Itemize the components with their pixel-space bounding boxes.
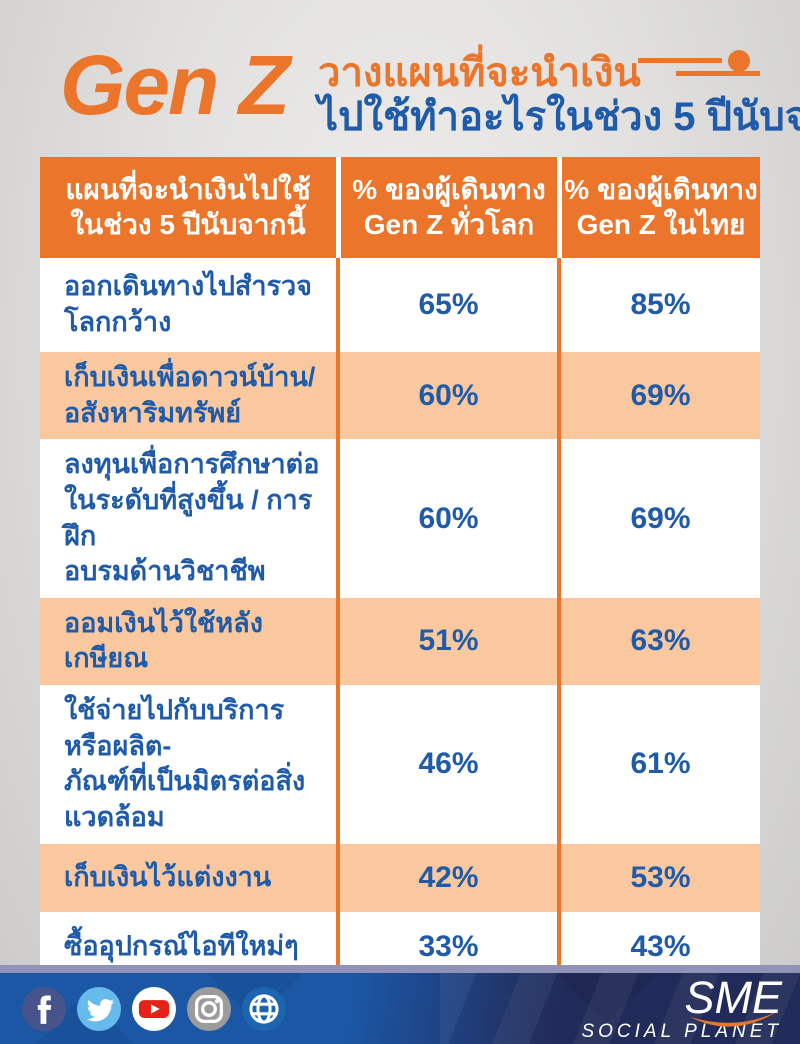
table-row: ใช้จ่ายไปกับบริการหรือผลิต- ภัณฑ์ที่เป็น… xyxy=(40,685,760,844)
footer-lavender-strip xyxy=(0,965,800,973)
plan-cell: ออมเงินไว้ใช้หลังเกษียณ xyxy=(64,607,263,674)
plan-cell: ลงทุนเพื่อการศึกษาต่อ ในระดับที่สูงขึ้น … xyxy=(64,449,320,587)
decor-dash-icon xyxy=(638,58,722,63)
title-line-2: ไปใช้ทำอะไรในช่วง 5 ปีนับจากนี้ xyxy=(318,95,800,139)
header-plan-column: แผนที่จะนำเงินไปใช้ ในช่วง 5 ปีนับจากนี้ xyxy=(65,174,311,240)
table-row: เก็บเงินเพื่อดาวน์บ้าน/ อสังหาริมทรัพย์ … xyxy=(40,352,760,440)
plans-table: แผนที่จะนำเงินไปใช้ ในช่วง 5 ปีนับจากนี้… xyxy=(40,157,760,1044)
global-percent-cell: 51% xyxy=(336,597,557,685)
facebook-icon[interactable] xyxy=(22,987,66,1031)
plan-cell: ออกเดินทางไปสำรวจ โลกกว้าง xyxy=(64,271,312,337)
twitter-icon[interactable] xyxy=(77,987,121,1031)
thailand-percent-cell: 63% xyxy=(557,597,760,685)
thailand-percent-cell: 69% xyxy=(557,439,760,598)
globe-icon[interactable] xyxy=(242,987,286,1031)
plan-cell: เก็บเงินไว้แต่งงาน xyxy=(64,861,272,892)
global-percent-cell: 46% xyxy=(336,685,557,844)
table-row: ลงทุนเพื่อการศึกษาต่อ ในระดับที่สูงขึ้น … xyxy=(40,439,760,598)
thailand-percent-cell: 43% xyxy=(557,911,760,983)
youtube-icon[interactable] xyxy=(132,987,176,1031)
table-row: ออมเงินไว้ใช้หลังเกษียณ 51% 63% xyxy=(40,597,760,685)
thailand-percent-cell: 61% xyxy=(557,685,760,844)
brand-gen-z: Gen Z xyxy=(60,38,290,132)
decor-dash2-icon xyxy=(676,71,760,76)
table-header-row: แผนที่จะนำเงินไปใช้ ในช่วง 5 ปีนับจากนี้… xyxy=(40,157,760,258)
table-row: เก็บเงินไว้แต่งงาน 42% 53% xyxy=(40,843,760,912)
plan-cell: ซื้ออุปกรณ์ไอทีใหม่ๆ xyxy=(64,931,299,962)
plan-cell: ใช้จ่ายไปกับบริการหรือผลิต- ภัณฑ์ที่เป็น… xyxy=(64,695,306,832)
header-thailand-column: % ของผู้เดินทาง Gen Z ในไทย xyxy=(557,157,760,258)
footer: SME SOCIAL PLANET xyxy=(0,965,800,1044)
thailand-percent-cell: 69% xyxy=(557,352,760,440)
thailand-percent-cell: 85% xyxy=(557,258,760,352)
decor-dot-icon xyxy=(728,50,750,72)
global-percent-cell: 60% xyxy=(336,439,557,598)
footer-banner: SME SOCIAL PLANET xyxy=(0,973,800,1044)
title-line-1: วางแผนที่จะนำเงิน xyxy=(318,51,641,95)
logo-swoosh-icon xyxy=(690,1011,778,1027)
social-icons-bar xyxy=(22,987,286,1031)
header-global-column: % ของผู้เดินทาง Gen Z ทั่วโลก xyxy=(336,157,557,258)
thailand-percent-cell: 53% xyxy=(557,843,760,912)
footer-stripe-pattern xyxy=(440,973,800,1044)
global-percent-cell: 65% xyxy=(336,258,557,352)
global-percent-cell: 60% xyxy=(336,352,557,440)
sme-social-planet-logo: SME SOCIAL PLANET xyxy=(581,973,782,1043)
table-row: ออกเดินทางไปสำรวจ โลกกว้าง 65% 85% xyxy=(40,258,760,352)
sme-logo-text: SME xyxy=(684,973,782,1023)
instagram-icon[interactable] xyxy=(187,987,231,1031)
global-percent-cell: 33% xyxy=(336,911,557,983)
plan-cell: เก็บเงินเพื่อดาวน์บ้าน/ อสังหาริมทรัพย์ xyxy=(64,362,316,428)
table-body: ออกเดินทางไปสำรวจ โลกกว้าง 65% 85% เก็บเ… xyxy=(40,258,760,1044)
global-percent-cell: 42% xyxy=(336,843,557,912)
